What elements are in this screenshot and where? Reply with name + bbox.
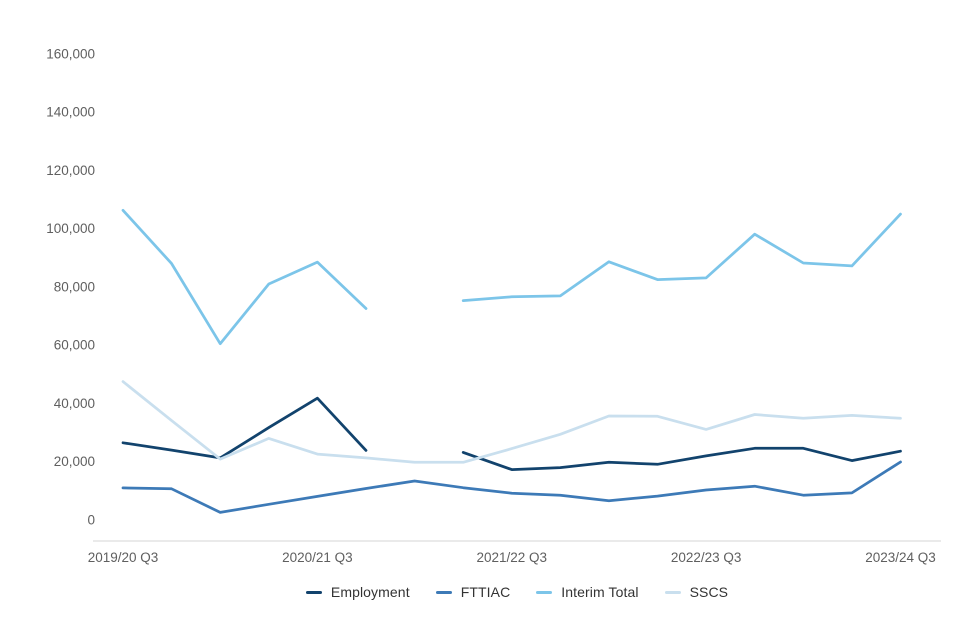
- legend-swatch-interim-total: [536, 590, 553, 594]
- y-axis-tick-label: 40,000: [54, 396, 95, 411]
- legend-swatch-fttiac: [435, 590, 452, 594]
- legend-label: FTTIAC: [460, 584, 511, 600]
- y-axis-tick-label: 80,000: [54, 279, 95, 294]
- legend-item-sscs[interactable]: SSCS: [664, 584, 729, 600]
- chart-canvas: 0 20,000 40,000 60,000 80,000 100,000 120,000 1…: [46, 46, 941, 565]
- legend-item-employment[interactable]: Employment: [305, 584, 410, 600]
- x-axis-tick-label: 2019/20 Q3: [88, 550, 159, 565]
- y-axis-tick-label: 100,000: [46, 221, 95, 236]
- legend-label: Employment: [330, 584, 410, 600]
- x-axis-tick-label: 2021/22 Q3: [476, 550, 547, 565]
- chart-legend: Employment FTTIAC Interim Total SSCS: [93, 584, 941, 600]
- y-axis-tick-label: 160,000: [46, 46, 95, 61]
- legend-label: SSCS: [689, 584, 729, 600]
- y-axis-tick-label: 60,000: [54, 338, 95, 353]
- y-axis-tick-label: 120,000: [46, 163, 95, 178]
- legend-swatch-employment: [305, 590, 322, 594]
- x-axis-tick-label: 2022/23 Q3: [671, 550, 742, 565]
- series-line-employment: [121, 396, 902, 471]
- legend-swatch-sscs: [664, 590, 681, 594]
- x-axis-tick-label: 2020/21 Q3: [282, 550, 353, 565]
- x-axis-tick-label: 2023/24 Q3: [865, 550, 936, 565]
- legend-label: Interim Total: [561, 584, 639, 600]
- legend-item-fttiac[interactable]: FTTIAC: [435, 584, 511, 600]
- legend-item-interim-total[interactable]: Interim Total: [536, 584, 638, 600]
- series-line-sscs: [121, 380, 902, 464]
- series-line-fttiac: [121, 460, 902, 514]
- y-axis-tick-label: 20,000: [54, 454, 95, 469]
- y-axis-tick-label: 0: [87, 513, 95, 528]
- y-axis-tick-label: 140,000: [46, 105, 95, 120]
- series-line-interim-total: [121, 208, 902, 346]
